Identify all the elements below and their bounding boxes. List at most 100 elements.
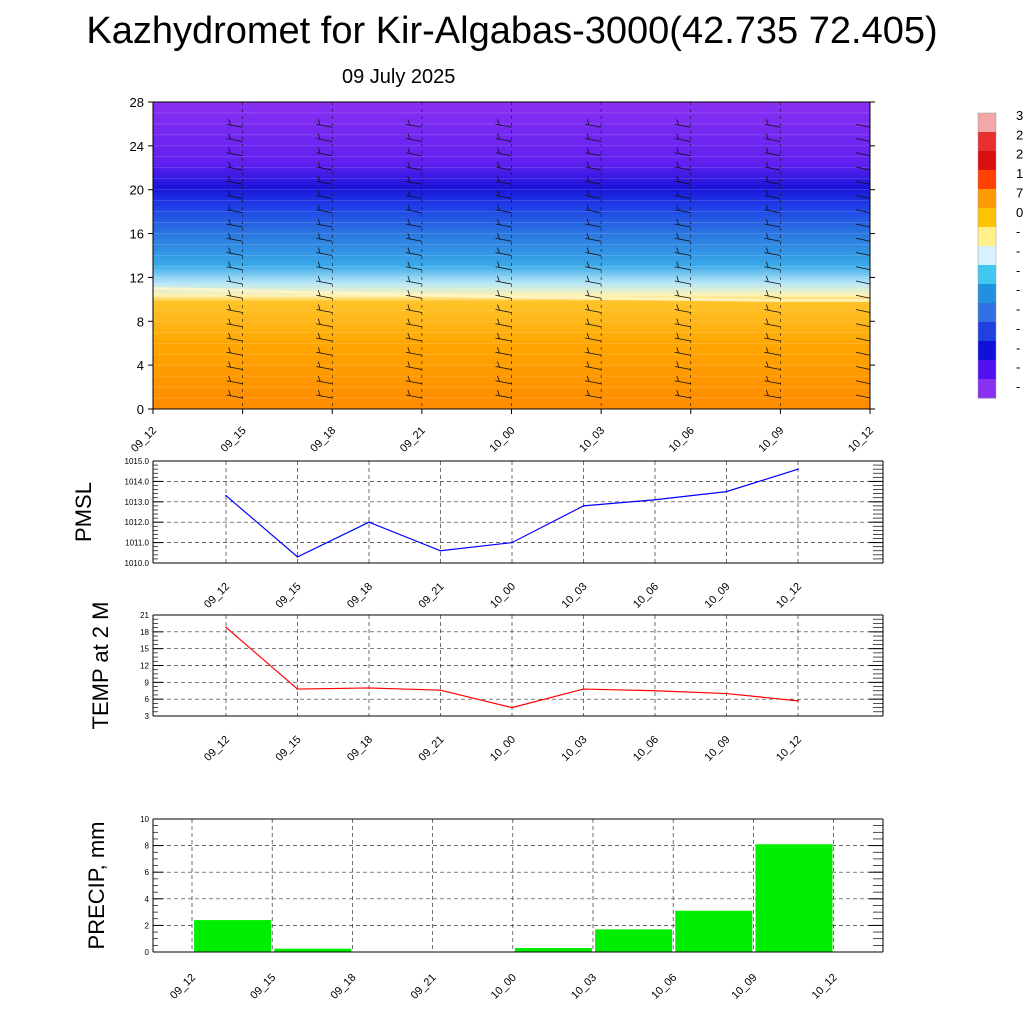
wind-barb-flag [317, 247, 321, 254]
wind-barb [674, 280, 691, 285]
x-tick-label: 09_18 [328, 972, 358, 1002]
x-tick-label: 10_03 [569, 972, 599, 1002]
wind-barb-flag [676, 119, 680, 126]
data-point [725, 490, 728, 493]
wind-barb [316, 337, 333, 342]
wind-barb [585, 123, 602, 128]
x-tick-label: 10_06 [649, 972, 679, 1002]
wind-barb [495, 337, 512, 342]
wind-barb [316, 138, 333, 142]
wind-barb [585, 152, 602, 157]
wind-barb-flag [676, 361, 680, 368]
wind-barb [495, 366, 512, 370]
wind-barb-flag [676, 247, 680, 254]
wind-barb [764, 323, 781, 328]
wind-barb [405, 252, 422, 256]
wind-barb-flag [407, 261, 411, 268]
wind-barb [226, 195, 243, 199]
wind-barb-flag [228, 261, 232, 268]
wind-barb [405, 123, 422, 128]
wind-barb [226, 209, 243, 214]
wind-barb-flag [497, 176, 500, 183]
colorbar-label: - [1016, 282, 1020, 297]
wind-barb [585, 394, 602, 399]
wind-barb-flag [497, 161, 500, 169]
wind-barb-flag [586, 347, 590, 354]
wind-barb [674, 195, 691, 199]
wind-barb-flag [497, 304, 500, 311]
y-tick-label: 24 [130, 139, 144, 154]
wind-barb [405, 166, 422, 171]
wind-barb-flag [497, 332, 500, 340]
colorbar-segment [978, 265, 996, 285]
x-tick-label: 10_03 [577, 425, 607, 455]
wind-barb [855, 366, 871, 370]
wind-barb [316, 380, 333, 385]
x-tick-label: 10_09 [729, 972, 759, 1002]
wind-barb-flag [765, 190, 769, 197]
wind-barb-flag [765, 218, 769, 226]
wind-barb [316, 252, 333, 256]
wind-barb [674, 337, 691, 342]
wind-barb [405, 366, 422, 370]
wind-barb-flag [228, 147, 232, 154]
data-point [368, 687, 370, 689]
x-tick-label: 10_03 [560, 581, 590, 611]
wind-barb [855, 337, 871, 342]
wind-barb-flag [228, 161, 232, 169]
wind-barb [495, 223, 512, 228]
wind-barb [585, 380, 602, 385]
wind-barb-flag [586, 290, 590, 297]
wind-barb-flag [586, 119, 590, 126]
wind-barb [226, 252, 243, 256]
wind-barb [226, 166, 243, 171]
y-axis-title: PMSL [71, 482, 96, 542]
wind-barb [585, 280, 602, 285]
wind-barb-flag [586, 247, 590, 254]
wind-barb-flag [497, 275, 500, 283]
colorbar-frame [977, 112, 997, 399]
wind-barb [226, 366, 243, 370]
wind-barb-flag [676, 190, 680, 197]
y-tick-label: 12 [140, 662, 149, 671]
wind-barb-flag [228, 133, 232, 140]
freezing-level-line [152, 286, 870, 302]
x-tick-label: 10_00 [488, 425, 518, 455]
wind-barb [674, 237, 691, 242]
wind-barb [764, 294, 781, 299]
wind-barb-flag [407, 275, 411, 283]
wind-barb-flag [676, 347, 680, 354]
bar [274, 948, 352, 952]
wind-barb [764, 237, 781, 242]
wind-barb-flag [228, 218, 232, 226]
wind-barb [855, 180, 871, 185]
x-tick-label: 10_09 [703, 734, 733, 764]
y-axis-title: TEMP at 2 M [88, 602, 113, 730]
wind-barb [495, 152, 512, 157]
y-tick-label: 0 [145, 948, 150, 957]
wind-barb [585, 223, 602, 228]
colorbar-label: 3 [1016, 108, 1023, 123]
wind-barb-flag [407, 161, 411, 169]
wind-barb-flag [497, 261, 500, 268]
wind-barb [585, 180, 602, 185]
data-point [368, 521, 370, 523]
wind-barb-flag [586, 318, 590, 325]
wind-barb [764, 195, 781, 199]
wind-barb-flag [407, 304, 411, 311]
bar [595, 929, 673, 952]
x-tick-label: 09_18 [308, 425, 338, 455]
wind-barb [764, 209, 781, 214]
wind-barb-flag [676, 332, 680, 340]
data-point [725, 692, 728, 695]
wind-barb-flag [317, 375, 321, 382]
wind-barb-flag [317, 176, 321, 183]
colorbar-segment [978, 151, 996, 171]
wind-barb [855, 152, 871, 157]
y-tick-label: 28 [130, 95, 144, 110]
wind-barb-flag [407, 332, 411, 340]
data-point [582, 688, 585, 690]
wind-barb [585, 266, 602, 271]
data-point [511, 541, 513, 544]
y-tick-label: 6 [145, 695, 150, 704]
